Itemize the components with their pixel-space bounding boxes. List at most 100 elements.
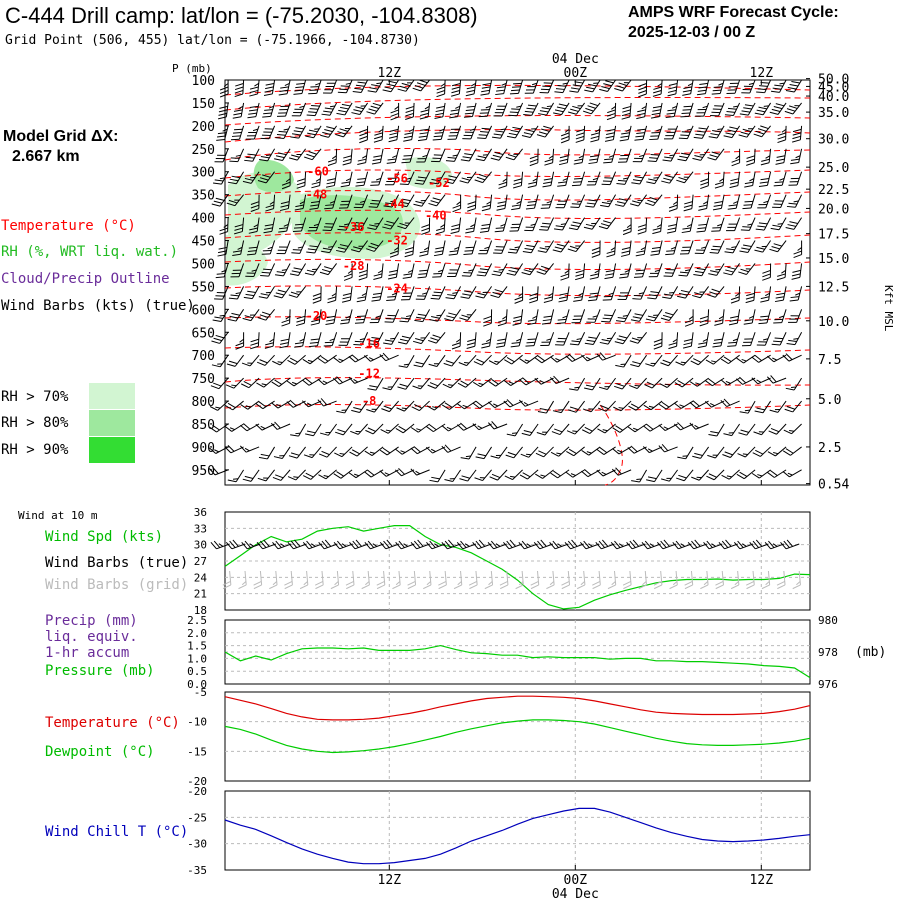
barb-feather — [550, 451, 559, 457]
barb-staff — [777, 102, 787, 115]
barb-staff — [489, 194, 493, 209]
barb-feather — [508, 269, 517, 273]
surface-barb-true-35 — [749, 539, 769, 550]
legend-wind-barbs: Wind Barbs (kts) (true) — [1, 298, 195, 314]
wind-barb-110 — [738, 125, 756, 138]
wind-barb-643 — [752, 446, 771, 457]
barb-feather — [405, 116, 414, 120]
barb-feather — [345, 315, 351, 319]
barb-feather — [661, 478, 670, 482]
wind-barb-97 — [536, 125, 554, 138]
barb-feather — [313, 223, 319, 227]
barb-feather — [354, 322, 364, 324]
barb-feather — [476, 274, 486, 277]
barb-feather — [290, 136, 299, 139]
barb-staff — [730, 446, 740, 458]
barb-feather — [280, 543, 285, 547]
barb-feather — [309, 108, 319, 110]
barb-staff — [467, 469, 477, 482]
barb-feather — [211, 340, 220, 344]
barb-staff — [763, 217, 772, 231]
barb-feather — [240, 404, 249, 410]
barb-feather — [231, 384, 237, 387]
barb-staff — [506, 570, 509, 585]
barb-feather — [387, 314, 396, 317]
barb-feather — [618, 295, 628, 297]
barb-staff — [376, 194, 384, 208]
wind-barb-499 — [286, 377, 306, 387]
barb-feather — [260, 425, 266, 430]
barb-feather — [372, 158, 382, 162]
barb-feather — [210, 541, 217, 550]
barb-feather — [726, 248, 735, 251]
bottom-time-label-2: 12Z — [750, 873, 774, 888]
wind-barb-589 — [506, 423, 524, 437]
barb-staff — [272, 332, 276, 347]
barb-feather — [509, 230, 519, 232]
barb-feather — [636, 112, 646, 116]
barb-feather — [616, 338, 626, 342]
barb-feather — [215, 334, 225, 339]
wind-barb-541 — [351, 400, 369, 414]
barb-staff — [766, 171, 772, 186]
barb-feather — [478, 539, 486, 547]
barb-feather — [773, 243, 783, 247]
surface-barb-true-31 — [687, 539, 708, 550]
wind-y-tick-4: 24 — [194, 571, 208, 584]
barb-feather — [306, 540, 313, 548]
barb-feather — [694, 270, 704, 274]
barb-feather — [219, 231, 228, 235]
wind-barb-512 — [488, 377, 508, 387]
surface-barb-true-8 — [333, 540, 353, 550]
temperature-contour-11 — [224, 316, 811, 325]
barb-feather — [531, 82, 538, 86]
wind-barb-331 — [633, 263, 648, 278]
barb-feather — [597, 407, 607, 412]
barb-feather — [605, 135, 615, 139]
barb-feather — [785, 89, 795, 93]
barb-feather — [560, 139, 570, 144]
barb-staff — [455, 263, 462, 277]
barb-staff — [482, 469, 492, 481]
wind-barb-591 — [536, 423, 554, 436]
barb-feather — [231, 135, 241, 137]
top-date-label: 04 Dec — [552, 52, 599, 67]
temp-label-11: -16 — [358, 337, 380, 351]
wind-barb-298 — [709, 240, 725, 254]
barb-feather — [358, 273, 368, 278]
barb-staff — [495, 377, 508, 387]
wind-barb-2 — [249, 79, 260, 97]
wind-barb-172 — [527, 171, 539, 188]
barb-feather — [786, 108, 796, 112]
barb-feather — [233, 112, 242, 116]
barb-feather — [322, 229, 332, 231]
barb-feather — [656, 224, 662, 228]
wind-barb-315 — [387, 263, 400, 280]
barb-feather — [587, 318, 597, 320]
barb-feather — [215, 295, 225, 297]
barb-feather — [358, 269, 368, 274]
barb-feather — [366, 111, 375, 115]
barb-staff — [560, 240, 570, 253]
wind-barb-19 — [509, 79, 524, 95]
barb-feather — [261, 383, 267, 386]
barb-feather — [233, 478, 239, 480]
wind-barb-266 — [217, 240, 229, 257]
barb-feather — [408, 128, 414, 133]
barb-feather — [475, 456, 485, 460]
barb-feather — [699, 319, 709, 323]
barb-feather — [601, 201, 611, 205]
barb-feather — [320, 398, 328, 406]
barb-feather — [697, 89, 707, 92]
barb-feather — [389, 128, 399, 132]
barb-feather — [491, 136, 501, 139]
wind-barb-439 — [540, 332, 555, 347]
barb-feather — [777, 132, 787, 137]
barb-feather — [227, 445, 235, 452]
barb-feather — [529, 299, 538, 304]
barb-feather — [232, 132, 242, 134]
barb-feather — [212, 182, 222, 185]
wind-barb-668 — [550, 469, 570, 479]
barb-staff — [649, 446, 663, 454]
pressure-tick-10: 600 — [192, 303, 215, 318]
